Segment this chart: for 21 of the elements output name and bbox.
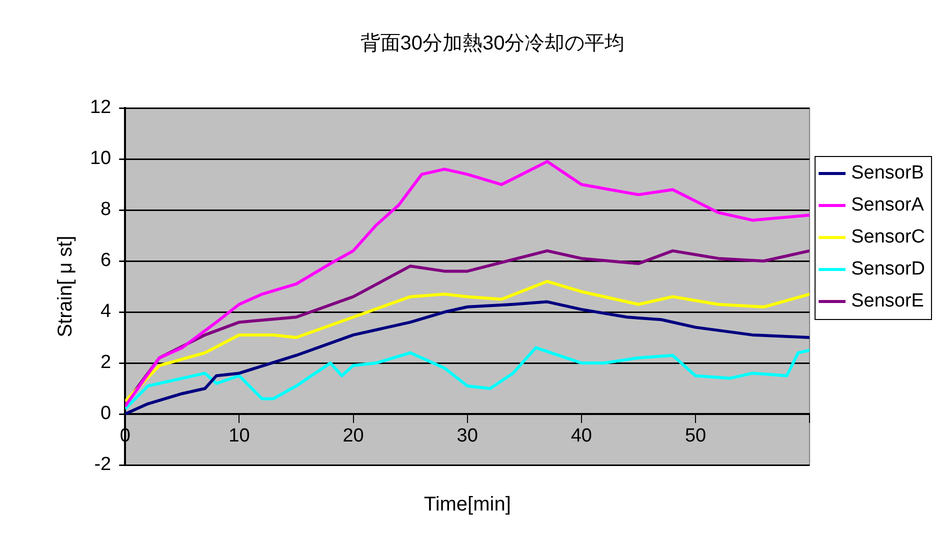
legend-label: SensorD [851, 258, 925, 280]
x-axis-title: Time[min] [424, 494, 511, 516]
x-tick-label: 20 [342, 426, 364, 447]
chart-title: 背面30分加熱30分冷却の平均 [360, 32, 625, 55]
legend-label: SensorB [851, 162, 924, 184]
y-tick-label: 0 [100, 403, 112, 424]
y-tick-label: 10 [90, 148, 112, 170]
y-tick-label: 8 [100, 199, 112, 220]
legend-label: SensorC [851, 226, 925, 248]
x-tick-label: 10 [228, 426, 250, 447]
y-tick-label: 12 [90, 97, 112, 118]
y-tick-label: 4 [100, 301, 112, 322]
y-tick-label: 6 [100, 250, 112, 272]
x-tick-label: 30 [456, 426, 478, 447]
y-tick-label: 2 [100, 352, 112, 374]
x-tick-label: 40 [570, 426, 592, 447]
x-tick-label: 50 [684, 426, 706, 447]
y-axis-title: Strain[ μ st] [54, 236, 77, 338]
legend-label: SensorE [851, 290, 924, 312]
legend-label: SensorA [851, 194, 924, 216]
y-tick-label: -2 [94, 454, 112, 476]
